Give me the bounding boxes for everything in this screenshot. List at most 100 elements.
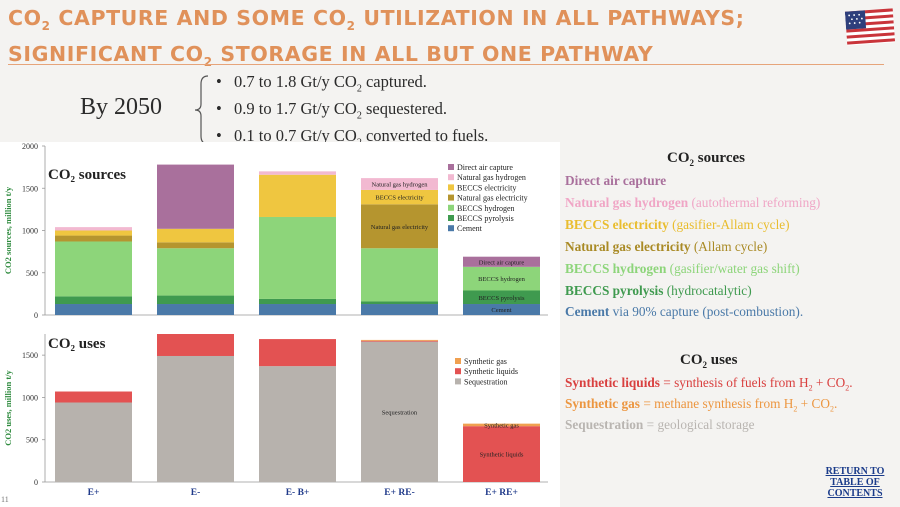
- y-tick-label: 1500: [22, 184, 38, 193]
- bar-segment: [361, 248, 438, 302]
- link-text[interactable]: RETURN TO: [825, 466, 885, 477]
- x-category-label: E- B+: [286, 488, 310, 498]
- legend-item-description: (autothermal reforming): [688, 194, 821, 210]
- bar-segment: [157, 334, 234, 356]
- title-text: CAPTURE AND SOME CO: [50, 6, 347, 30]
- subscript: 2: [356, 83, 362, 95]
- legend-item-description: = methane synthesis from H: [643, 396, 794, 411]
- subscript: 2: [356, 110, 362, 122]
- sources-legend-item: Direct air capture: [565, 173, 666, 189]
- bar-segment: [55, 402, 132, 482]
- subscript: 2: [702, 360, 708, 370]
- bar-label: Natural gas electricity: [371, 224, 429, 231]
- subscript: 2: [689, 158, 695, 168]
- heading-text: sources: [694, 150, 745, 166]
- legend-swatch: [455, 378, 461, 385]
- legend-label: Natural gas electricity: [457, 194, 528, 203]
- legend-label: Natural gas hydrogen: [457, 173, 526, 182]
- link-text[interactable]: CONTENTS: [827, 488, 883, 499]
- legend-swatch: [455, 358, 461, 364]
- bullet-text: 0.7 to 1.8 Gt/y CO: [234, 72, 357, 91]
- title-text: UTILIZATION IN ALL PATHWAYS;: [355, 6, 745, 30]
- bar-segment: [361, 341, 438, 482]
- bar-label: BECCS pyrolysis: [478, 295, 525, 302]
- y-tick-label: 0: [34, 311, 38, 320]
- uses-legend-heading: CO2 uses: [680, 352, 737, 370]
- chart-title: CO₂ uses: [48, 336, 106, 352]
- x-category-label: E-: [191, 488, 201, 498]
- bar-segment: [55, 296, 132, 305]
- y-tick-label: 1500: [22, 351, 38, 360]
- bar-segment: [361, 301, 438, 305]
- bar-segment: [157, 242, 234, 249]
- bar-label: Direct air capture: [479, 259, 525, 266]
- y-tick-label: 500: [26, 436, 38, 445]
- bar-segment: [463, 423, 540, 427]
- legend-item-name: Synthetic liquids: [565, 375, 660, 390]
- x-axis-categories: E+ E- E- B+ E+ RE- E+ RE+: [88, 488, 518, 498]
- bullet-text: sequestered.: [361, 99, 448, 118]
- page-title: CO2 CAPTURE AND SOME CO2 UTILIZATION IN …: [8, 4, 828, 76]
- bar-segment: [361, 189, 438, 205]
- subscript: 2: [808, 383, 813, 393]
- title-text: CO: [8, 6, 42, 30]
- legend-item-description: .: [849, 375, 853, 390]
- bar-segment: [259, 304, 336, 315]
- subscript: 2: [829, 404, 834, 414]
- bar-segment: [259, 216, 336, 299]
- legend-label: BECCS pyrolysis: [457, 214, 514, 223]
- heading-text: CO: [667, 150, 690, 166]
- legend-label: Synthetic gas: [464, 357, 507, 366]
- legend-item-description: (gasifier-Allam cycle): [668, 216, 790, 232]
- legend-item-name: BECCS hydrogen: [565, 260, 667, 276]
- legend-item-description: .: [833, 396, 838, 411]
- return-to-contents-link[interactable]: RETURN TO TABLE OF CONTENTS: [818, 466, 892, 499]
- bar-segment: [361, 340, 438, 342]
- bar-segment: [259, 366, 336, 482]
- bar-segment: [55, 230, 132, 236]
- uses-legend-item: Sequestration = geological storage: [565, 417, 755, 433]
- bar-segment: [157, 355, 234, 482]
- bar-segment: [157, 228, 234, 243]
- y-tick-label: 1000: [22, 227, 38, 236]
- summary-bullet: • 0.9 to 1.7 Gt/y CO2 sequestered.: [216, 99, 448, 122]
- chart-title: CO₂ sources: [48, 167, 126, 183]
- legend-label: Cement: [457, 224, 483, 233]
- title-text: SIGNIFICANT CO: [8, 42, 204, 67]
- bar-segment: [157, 164, 234, 229]
- legend-item-name: Natural gas hydrogen: [565, 194, 689, 210]
- page-number: 11: [1, 495, 9, 504]
- legend-item-name: BECCS electricity: [565, 216, 669, 232]
- link-text[interactable]: TABLE OF: [830, 477, 880, 488]
- legend-item-description: via 90% capture (post-combustion).: [609, 304, 804, 320]
- title-text: STORAGE IN ALL BUT ONE PATHWAY: [212, 42, 654, 67]
- y-tick-label: 0: [34, 478, 38, 487]
- y-axis-label: CO2 uses, million t/y: [3, 369, 13, 445]
- subscript: 2: [793, 404, 798, 414]
- bar-segment: [463, 426, 540, 482]
- legend-label: BECCS hydrogen: [457, 204, 515, 213]
- summary-bullet: • 0.7 to 1.8 Gt/y CO2 captured.: [216, 72, 427, 95]
- heading-text: CO: [680, 352, 703, 368]
- legend-swatch: [448, 204, 454, 211]
- bar-segment: [463, 266, 540, 291]
- bar-segment: [361, 304, 438, 315]
- year-label: By 2050: [80, 94, 163, 120]
- subscript: 2: [346, 19, 356, 34]
- legend-item-name: Sequestration: [565, 417, 644, 432]
- legend-item-description: = synthesis of fuels from H: [663, 375, 809, 390]
- legend-item-description: (Allam cycle): [690, 238, 768, 254]
- legend-item-description: + CO: [797, 396, 830, 411]
- uses-legend-item: Synthetic gas = methane synthesis from H…: [565, 396, 837, 414]
- bullet-text: 0.9 to 1.7 Gt/y CO: [234, 99, 357, 118]
- title-divider: [8, 64, 884, 65]
- bar-segment: [157, 295, 234, 305]
- bar-label: Synthetic liquids: [480, 452, 524, 459]
- legend-swatch: [448, 174, 454, 181]
- sources-legend-item: Cement via 90% capture (post-combustion)…: [565, 304, 803, 320]
- co2-sources-chart: 0 500 1000 1500 2000 CO2 sources, million t/y…: [3, 142, 548, 320]
- us-flag-icon: [844, 8, 896, 46]
- legend-label: Synthetic liquids: [464, 367, 518, 376]
- legend-label: Sequestration: [464, 377, 508, 386]
- legend-item-description: = geological storage: [646, 417, 755, 432]
